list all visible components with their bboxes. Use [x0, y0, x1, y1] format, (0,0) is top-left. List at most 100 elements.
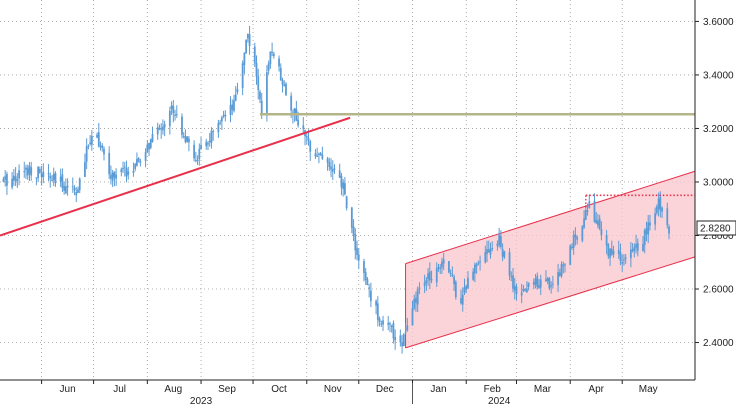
candle-body	[643, 230, 646, 246]
candle-body	[503, 251, 506, 258]
candle-body	[149, 139, 152, 148]
candle-body	[148, 142, 150, 150]
candle-body	[588, 201, 591, 208]
candle-body	[586, 210, 589, 212]
candle-body	[25, 167, 27, 170]
x-tick-label: May	[639, 384, 658, 395]
candle-body	[418, 287, 421, 289]
candle-body	[508, 252, 511, 276]
candle-body	[175, 114, 178, 116]
candle-body	[66, 185, 69, 188]
candle-body	[115, 174, 118, 179]
candle-body	[375, 300, 377, 306]
candle-body	[219, 122, 222, 124]
x-tick-label: Aug	[164, 384, 182, 395]
candle-body	[437, 267, 440, 269]
candle-body	[172, 106, 175, 114]
candle-body	[186, 136, 189, 142]
candle-body	[245, 39, 248, 54]
candle-body	[453, 276, 455, 285]
candle-body	[316, 155, 319, 157]
candle-body	[267, 63, 270, 71]
candle-body	[406, 325, 409, 331]
candle-body	[597, 220, 599, 226]
candle-body	[297, 119, 300, 126]
candle-body	[600, 229, 603, 235]
candle-body	[293, 108, 296, 116]
candle-body	[59, 176, 62, 182]
candle-body	[210, 130, 213, 143]
candle-body	[413, 298, 416, 309]
candle-body	[51, 179, 53, 181]
candle-body	[428, 271, 431, 281]
candle-body	[357, 254, 360, 261]
candle-body	[253, 46, 256, 64]
candle-body	[2, 178, 5, 182]
candle-body	[87, 145, 90, 147]
candle-body	[654, 213, 657, 225]
x-tick-label: Apr	[588, 384, 604, 395]
candle-body	[598, 218, 601, 229]
candle-body	[47, 173, 50, 175]
candle-body	[484, 252, 487, 263]
candle-body	[4, 176, 7, 180]
candle-body	[139, 161, 142, 163]
candle-body	[380, 323, 383, 325]
candle-body	[520, 292, 523, 296]
candle-body	[629, 249, 632, 259]
candle-body	[241, 63, 244, 89]
candle-body	[127, 171, 130, 175]
candle-body	[271, 51, 274, 53]
candle-body	[97, 132, 100, 147]
candle-body	[233, 100, 235, 111]
candle-body	[71, 186, 74, 188]
candle-body	[125, 168, 128, 177]
candle-body	[402, 334, 405, 347]
candle-body	[193, 144, 196, 159]
candle-body	[260, 100, 263, 114]
candle-body	[137, 157, 140, 162]
candle-body	[415, 297, 417, 303]
candle-body	[122, 167, 124, 169]
candle-body	[246, 33, 249, 39]
candle-body	[340, 175, 343, 188]
candle-body	[174, 114, 176, 116]
candle-body	[404, 331, 407, 333]
candle-body	[84, 161, 86, 177]
candle-body	[160, 128, 163, 130]
candle-body	[110, 174, 112, 179]
y-tick-label: 2.4000	[703, 338, 734, 349]
candle-body	[330, 166, 332, 170]
candle-body	[136, 159, 138, 166]
candle-body	[184, 136, 187, 143]
candle-body	[472, 271, 475, 280]
candle-body	[583, 218, 585, 228]
candle-body	[338, 170, 341, 178]
candle-body	[123, 166, 126, 168]
candle-body	[101, 145, 104, 149]
x-tick-label: Jun	[60, 384, 76, 395]
candle-body	[557, 272, 559, 286]
candle-body	[194, 159, 197, 161]
y-tick-label: 2.8000	[703, 231, 734, 242]
candle-body	[460, 297, 462, 304]
overlay-lines	[0, 113, 695, 237]
candle-body	[435, 267, 438, 283]
candle-body	[378, 318, 381, 322]
y-tick-label: 2.6000	[703, 285, 734, 296]
candle-body	[449, 273, 452, 275]
candle-body	[333, 168, 336, 170]
candle-body	[390, 325, 393, 327]
candle-body	[539, 279, 542, 288]
channel-lower-line	[405, 256, 696, 349]
candle-body	[467, 277, 469, 289]
candle-body	[111, 172, 114, 181]
candle-body	[281, 79, 284, 85]
candle-body	[515, 286, 518, 295]
candle-body	[49, 175, 52, 179]
candle-body	[465, 285, 468, 290]
candle-body	[30, 167, 33, 176]
candle-body	[144, 152, 147, 161]
candle-body	[132, 171, 135, 173]
candle-body	[510, 276, 513, 278]
